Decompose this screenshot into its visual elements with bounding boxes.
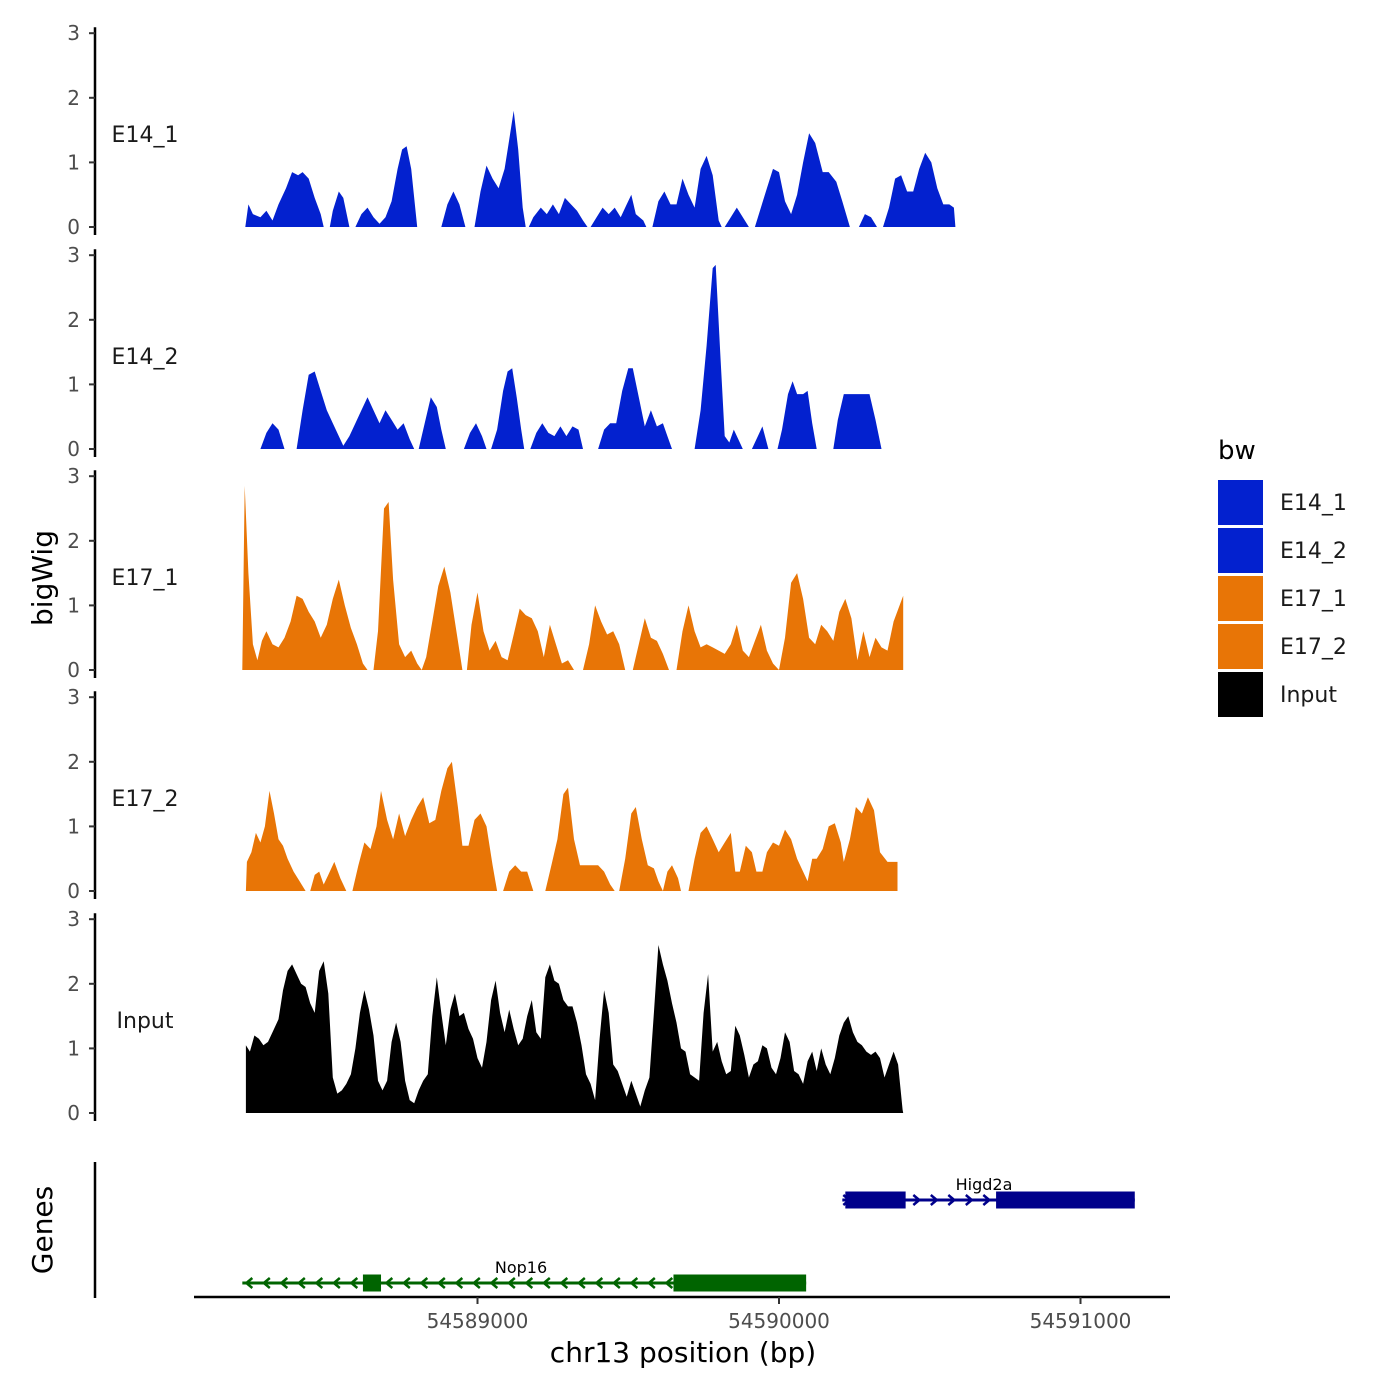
strand-arrow (454, 1277, 464, 1289)
y-tick-label: 2 (67, 529, 80, 553)
track-e14-2: 0 1 2 3 E14_2 (67, 243, 882, 461)
legend-label: E17_2 (1280, 635, 1347, 660)
legend-label: Input (1280, 683, 1337, 708)
signal-area-e14-2 (260, 264, 882, 449)
strand-arrow (489, 1277, 499, 1289)
legend-item-e17-2: E17_2 (1218, 624, 1347, 669)
signal-area-e17-1 (242, 485, 904, 670)
strand-arrow (384, 1277, 394, 1289)
track-label-e17-1: E17_1 (112, 566, 179, 591)
y-tick-label: 2 (67, 750, 80, 774)
strand-arrow (664, 1277, 674, 1289)
strand-arrow (436, 1277, 446, 1289)
strand-arrow (594, 1277, 604, 1289)
strand-arrow (965, 1194, 974, 1206)
legend-swatch (1218, 528, 1263, 573)
strand-arrow (401, 1277, 411, 1289)
genes-track: Nop16 Higd2a (93, 1162, 1135, 1298)
strand-arrow (349, 1277, 359, 1289)
legend-label: E14_1 (1280, 491, 1347, 516)
strand-arrow (471, 1277, 481, 1289)
strand-arrow (930, 1194, 939, 1206)
strand-arrow (947, 1194, 957, 1206)
y-tick-label: 0 (67, 658, 80, 682)
legend-title: bw (1218, 436, 1256, 466)
signal-tracks: 0 1 2 3 E14_1 0 1 2 3 E14_2 0 1 2 3 E17_1 0 1 2 3 E17_2 0 1 2 3… (67, 21, 956, 1125)
legend-item-input: Input (1218, 672, 1337, 717)
signal-area-input (245, 945, 904, 1113)
y-tick-label: 2 (67, 86, 80, 110)
strand-arrow (982, 1194, 992, 1206)
genes-track-title: Genes (26, 1186, 59, 1274)
legend-item-e14-2: E14_2 (1218, 528, 1347, 573)
gene-label-nop16: Nop16 (495, 1258, 547, 1277)
strand-arrow (244, 1277, 254, 1289)
strand-arrow (646, 1277, 656, 1289)
y-tick-label: 3 (67, 685, 80, 709)
legend-label: E17_1 (1280, 587, 1347, 612)
x-tick-label: 54590000 (728, 1309, 830, 1333)
strand-arrow (576, 1277, 586, 1289)
signal-area-e17-2 (245, 761, 898, 891)
y-tick-label: 1 (67, 593, 80, 617)
legend-item-e17-1: E17_1 (1218, 576, 1347, 621)
track-label-e14-1: E14_1 (112, 123, 179, 148)
y-tick-label: 0 (67, 879, 80, 903)
strand-arrow (506, 1277, 516, 1289)
track-label-input: Input (117, 1009, 174, 1034)
y-axis-title: bigWig (26, 530, 59, 626)
strand-arrow (541, 1277, 551, 1289)
gene-label-higd2a: Higd2a (956, 1175, 1013, 1194)
y-tick-label: 3 (67, 907, 80, 931)
gene-exon (673, 1274, 807, 1292)
strand-arrow (279, 1277, 289, 1289)
legend-item-e14-1: E14_1 (1218, 480, 1347, 525)
y-tick-label: 3 (67, 21, 80, 45)
y-tick-label: 1 (67, 150, 80, 174)
y-tick-label: 1 (67, 814, 80, 838)
gene-nop16: Nop16 (242, 1258, 807, 1292)
y-tick-label: 2 (67, 308, 80, 332)
x-axis: 54589000 54590000 54591000 (194, 1295, 1170, 1333)
track-e17-2: 0 1 2 3 E17_2 (67, 685, 898, 903)
gene-higd2a: Higd2a (842, 1175, 1135, 1209)
legend: bw E14_1 E14_2 E17_1 E17_2 Input (1218, 436, 1347, 717)
track-input: 0 1 2 3 Input (67, 907, 904, 1125)
gene-exon (996, 1191, 1135, 1209)
legend-label: E14_2 (1280, 539, 1347, 564)
track-e14-1: 0 1 2 3 E14_1 (67, 21, 956, 239)
y-tick-label: 0 (67, 215, 80, 239)
track-label-e14-2: E14_2 (112, 345, 179, 370)
strand-arrow (559, 1277, 569, 1289)
strand-arrow (611, 1277, 621, 1289)
y-tick-label: 2 (67, 972, 80, 996)
legend-swatch (1218, 672, 1263, 717)
track-label-e17-2: E17_2 (112, 787, 179, 812)
x-tick-label: 54591000 (1030, 1309, 1132, 1333)
x-axis-title: chr13 position (bp) (550, 1336, 816, 1369)
strand-arrow (912, 1194, 922, 1206)
gene-exon (362, 1274, 382, 1292)
strand-arrow (261, 1277, 271, 1289)
x-tick-label: 54589000 (427, 1309, 529, 1333)
legend-swatch (1218, 624, 1263, 669)
strand-arrow (314, 1277, 324, 1289)
strand-arrow (331, 1277, 341, 1289)
strand-arrow (629, 1277, 639, 1289)
y-tick-label: 0 (67, 437, 80, 461)
strand-arrow (296, 1277, 306, 1289)
y-tick-label: 3 (67, 243, 80, 267)
y-tick-label: 1 (67, 372, 80, 396)
signal-area-e14-1 (245, 110, 956, 227)
strand-arrow (419, 1277, 429, 1289)
y-tick-label: 1 (67, 1036, 80, 1060)
strand-arrow (524, 1277, 534, 1289)
gene-exon (845, 1191, 906, 1209)
y-tick-label: 0 (67, 1101, 80, 1125)
legend-swatch (1218, 576, 1263, 621)
legend-swatch (1218, 480, 1263, 525)
y-tick-label: 3 (67, 464, 80, 488)
track-e17-1: 0 1 2 3 E17_1 (67, 464, 904, 682)
